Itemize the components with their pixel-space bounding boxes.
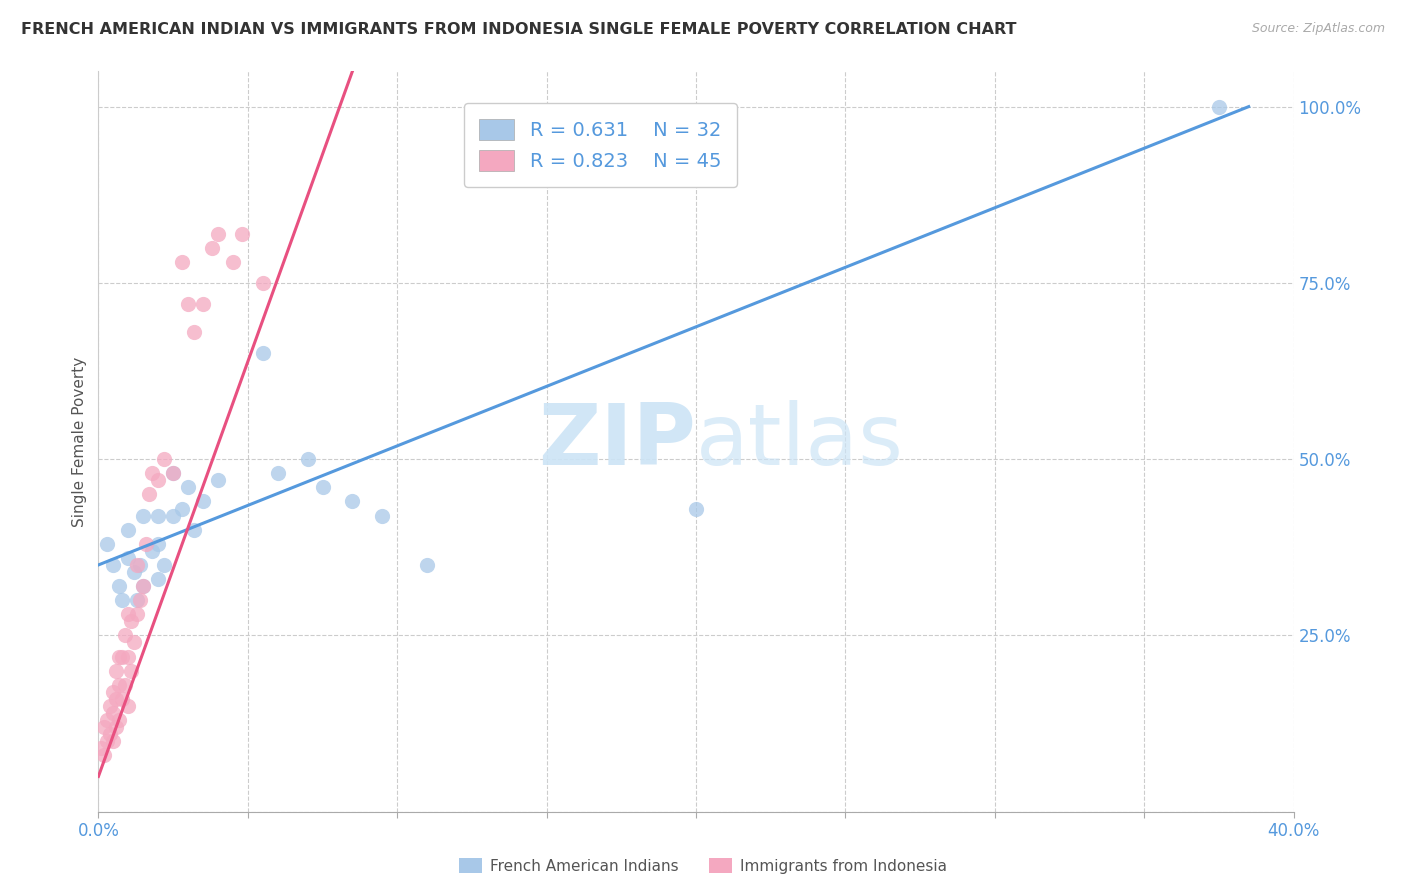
Point xyxy=(127,607,149,622)
Point xyxy=(96,537,118,551)
Point xyxy=(141,544,163,558)
Point xyxy=(103,685,125,699)
Point xyxy=(105,720,128,734)
Point xyxy=(111,593,134,607)
Point xyxy=(191,494,214,508)
Point xyxy=(93,748,115,763)
Point xyxy=(93,720,115,734)
Point xyxy=(153,558,176,572)
Point xyxy=(153,452,176,467)
Point xyxy=(148,473,170,487)
Text: Source: ZipAtlas.com: Source: ZipAtlas.com xyxy=(1251,22,1385,36)
Point xyxy=(124,635,146,649)
Point xyxy=(103,734,125,748)
Point xyxy=(132,579,155,593)
Point xyxy=(416,558,439,572)
Point xyxy=(103,706,125,720)
Point xyxy=(117,607,139,622)
Legend: French American Indians, Immigrants from Indonesia: French American Indians, Immigrants from… xyxy=(453,852,953,880)
Legend: R = 0.631    N = 32, R = 0.823    N = 45: R = 0.631 N = 32, R = 0.823 N = 45 xyxy=(464,103,737,186)
Point xyxy=(222,254,245,268)
Point xyxy=(1208,100,1230,114)
Point xyxy=(108,579,131,593)
Point xyxy=(138,487,160,501)
Point xyxy=(127,558,149,572)
Point xyxy=(105,664,128,678)
Point xyxy=(90,741,112,756)
Point xyxy=(117,550,139,565)
Point xyxy=(231,227,253,241)
Point xyxy=(177,480,200,494)
Point xyxy=(177,297,200,311)
Point xyxy=(207,473,229,487)
Point xyxy=(207,227,229,241)
Point xyxy=(148,508,170,523)
Point xyxy=(148,537,170,551)
Point xyxy=(141,467,163,481)
Point xyxy=(201,241,224,255)
Point xyxy=(98,727,122,741)
Point xyxy=(108,678,131,692)
Point xyxy=(96,713,118,727)
Point xyxy=(132,508,155,523)
Point xyxy=(120,664,142,678)
Text: atlas: atlas xyxy=(696,400,904,483)
Point xyxy=(129,593,152,607)
Point xyxy=(342,494,364,508)
Point xyxy=(162,467,184,481)
Y-axis label: Single Female Poverty: Single Female Poverty xyxy=(72,357,87,526)
Point xyxy=(114,678,136,692)
Point xyxy=(172,254,194,268)
Point xyxy=(148,572,170,586)
Point xyxy=(252,276,274,290)
Point xyxy=(172,501,194,516)
Point xyxy=(162,467,184,481)
Point xyxy=(111,692,134,706)
Point xyxy=(117,649,139,664)
Point xyxy=(96,734,118,748)
Point xyxy=(117,523,139,537)
Point xyxy=(191,297,214,311)
Point xyxy=(120,615,142,629)
Point xyxy=(129,558,152,572)
Point xyxy=(98,698,122,713)
Point xyxy=(105,692,128,706)
Text: FRENCH AMERICAN INDIAN VS IMMIGRANTS FROM INDONESIA SINGLE FEMALE POVERTY CORREL: FRENCH AMERICAN INDIAN VS IMMIGRANTS FRO… xyxy=(21,22,1017,37)
Point xyxy=(135,537,157,551)
Point xyxy=(103,558,125,572)
Point xyxy=(252,346,274,360)
Point xyxy=(132,579,155,593)
Point xyxy=(685,501,707,516)
Text: ZIP: ZIP xyxy=(538,400,696,483)
Point xyxy=(183,523,205,537)
Point xyxy=(127,593,149,607)
Point xyxy=(117,698,139,713)
Point xyxy=(162,508,184,523)
Point xyxy=(108,713,131,727)
Point xyxy=(108,649,131,664)
Point xyxy=(111,649,134,664)
Point xyxy=(114,628,136,642)
Point xyxy=(124,565,146,579)
Point xyxy=(371,508,394,523)
Point xyxy=(297,452,319,467)
Point xyxy=(183,325,205,339)
Point xyxy=(311,480,333,494)
Point xyxy=(267,467,290,481)
